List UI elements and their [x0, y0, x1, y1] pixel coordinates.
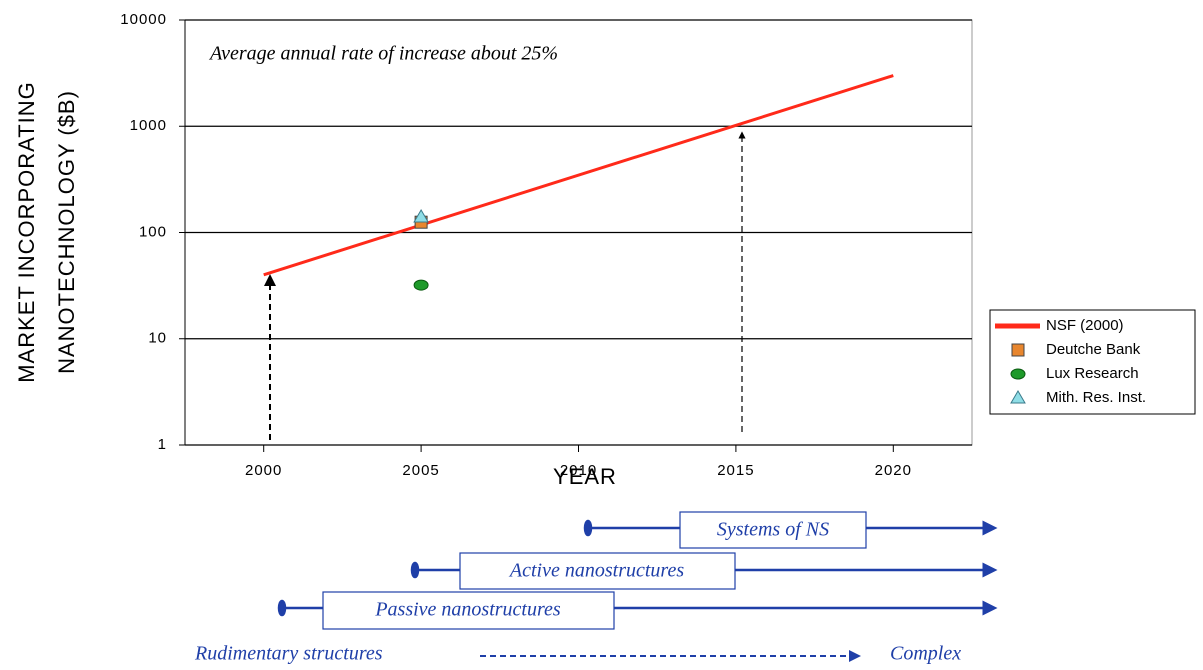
x-tick-label: 2020 — [875, 462, 912, 479]
timeline-start — [583, 519, 593, 537]
timeline-box — [459, 552, 736, 590]
y-tick-label: 1000 — [130, 117, 167, 134]
legend-swatch — [1010, 368, 1026, 380]
marker — [413, 279, 429, 291]
marker — [413, 208, 429, 223]
y-tick-label: 10000 — [120, 11, 167, 28]
timeline-box — [679, 511, 867, 549]
timeline-label: Active nanostructures — [508, 560, 684, 582]
y-tick-label: 100 — [139, 223, 167, 240]
timeline-start — [277, 599, 287, 617]
timeline-start — [410, 561, 420, 579]
legend-label: Mith. Res. Inst. — [1046, 389, 1146, 406]
legend-label: Lux Research — [1046, 365, 1139, 382]
timeline — [277, 511, 998, 662]
timeline-label: Systems of NS — [717, 519, 829, 541]
timeline-from: Rudimentary structures — [194, 643, 383, 665]
y-axis-label: NANOTECHNOLOGY ($B) — [54, 90, 79, 374]
x-tick-label: 2010 — [560, 462, 597, 479]
timeline-to: Complex — [890, 643, 961, 665]
y-tick-label: 1 — [158, 436, 167, 453]
y-axis-label: MARKET INCORPORATING — [14, 81, 39, 383]
y-tick-label: 10 — [148, 330, 167, 347]
legend-swatch — [1011, 343, 1025, 357]
x-tick-label: 2015 — [717, 462, 754, 479]
timeline-label: Passive nanostructures — [374, 599, 561, 621]
line — [263, 74, 894, 277]
annotation: Average annual rate of increase about 25… — [208, 43, 558, 65]
x-axis-label: YEAR — [553, 464, 617, 489]
timeline-box — [322, 591, 615, 630]
legend-label: Deutche Bank — [1046, 341, 1141, 358]
x-tick-label: 2000 — [245, 462, 282, 479]
legend-label: NSF (2000) — [1046, 317, 1124, 334]
legend-swatch — [1010, 390, 1026, 404]
x-tick-label: 2005 — [402, 462, 439, 479]
